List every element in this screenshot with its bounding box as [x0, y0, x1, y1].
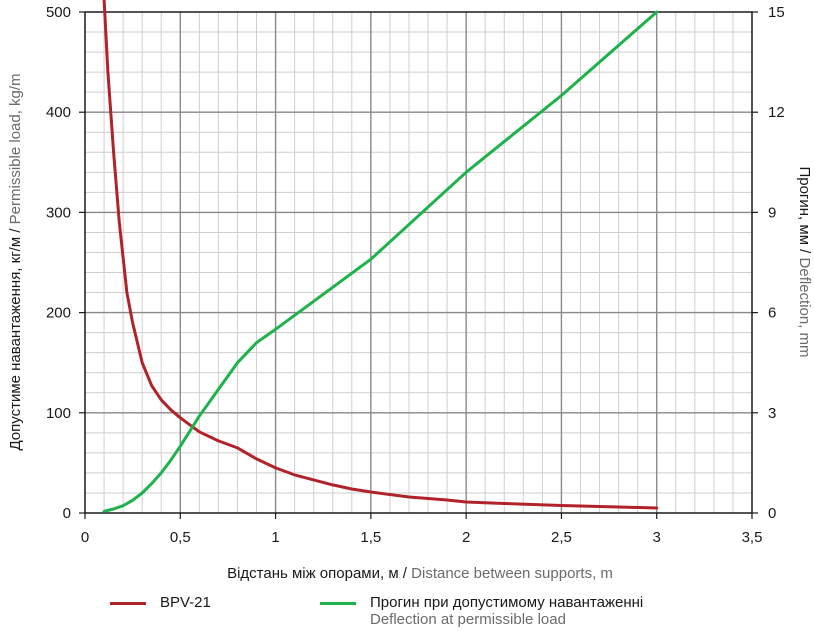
x-tick-label: 2,5	[551, 529, 572, 546]
legend-label-bpv21: BPV-21	[160, 594, 211, 611]
y-right-tick-label: 0	[768, 505, 776, 522]
y-right-tick-label: 15	[768, 4, 785, 21]
y-left-tick-label: 100	[46, 405, 71, 422]
y-left-axis-label: Допустиме навантаження, кг/м / Permissib…	[7, 73, 24, 450]
x-tick-label: 1,5	[360, 529, 381, 546]
plot-frame	[84, 11, 753, 514]
series-line-deflection	[102, 10, 659, 513]
legend-swatch-bpv21	[110, 602, 146, 605]
y-left-tick-label: 400	[46, 104, 71, 121]
legend-item-bpv21: BPV-21	[110, 594, 211, 611]
y-right-tick-label: 12	[768, 104, 785, 121]
x-tick-label: 3	[653, 529, 661, 546]
legend-item-deflection: Прогин при допустимому навантаженні Defl…	[320, 594, 643, 628]
axis-ticks: 0 0,5 1 1,5 2 2,5 3 3,5 0 100 200 300 400 500 0 3 6 9 12 15	[46, 4, 785, 546]
y-left-tick-label: 300	[46, 204, 71, 221]
series-layer	[102, 0, 659, 513]
y-left-tick-label: 500	[46, 4, 71, 21]
y-right-axis-label-en: Deflection, mm	[796, 258, 813, 358]
y-right-axis-label: Прогин, мм / Deflection, mm	[796, 166, 813, 357]
series-line-bpv21	[102, 0, 659, 510]
y-right-tick-label: 9	[768, 204, 776, 221]
x-axis-label-en: Distance between supports, m	[411, 565, 613, 582]
legend-swatch-deflection	[320, 602, 356, 605]
x-axis-label-ua: Відстань між опорами, м /	[227, 565, 411, 582]
y-right-tick-label: 3	[768, 405, 776, 422]
y-left-tick-label: 0	[63, 505, 71, 522]
x-tick-label: 1	[271, 529, 279, 546]
y-right-axis-label-ua: Прогин, мм /	[796, 166, 813, 257]
legend-label-deflection-en: Deflection at permissible load	[370, 611, 566, 628]
legend-label-deflection-ua: Прогин при допустимому навантаженні	[370, 594, 644, 611]
legend-label-deflection: Прогин при допустимому навантаженні Defl…	[370, 594, 643, 628]
x-tick-label: 0	[81, 529, 89, 546]
y-right-tick-label: 6	[768, 305, 776, 322]
x-tick-label: 0,5	[170, 529, 191, 546]
x-axis-label: Відстань між опорами, м / Distance betwe…	[227, 565, 613, 582]
major-grid	[85, 12, 752, 513]
y-left-axis-label-en: Permissible load, kg/m	[7, 73, 24, 224]
x-tick-label: 2	[462, 529, 470, 546]
y-left-axis-label-ua: Допустиме навантаження, кг/м /	[7, 224, 24, 450]
chart-canvas: 0 0,5 1 1,5 2 2,5 3 3,5 0 100 200 300 400 500 0 3 6 9 12 15…	[7, 0, 813, 582]
y-left-tick-label: 200	[46, 305, 71, 322]
x-tick-label: 3,5	[742, 529, 763, 546]
